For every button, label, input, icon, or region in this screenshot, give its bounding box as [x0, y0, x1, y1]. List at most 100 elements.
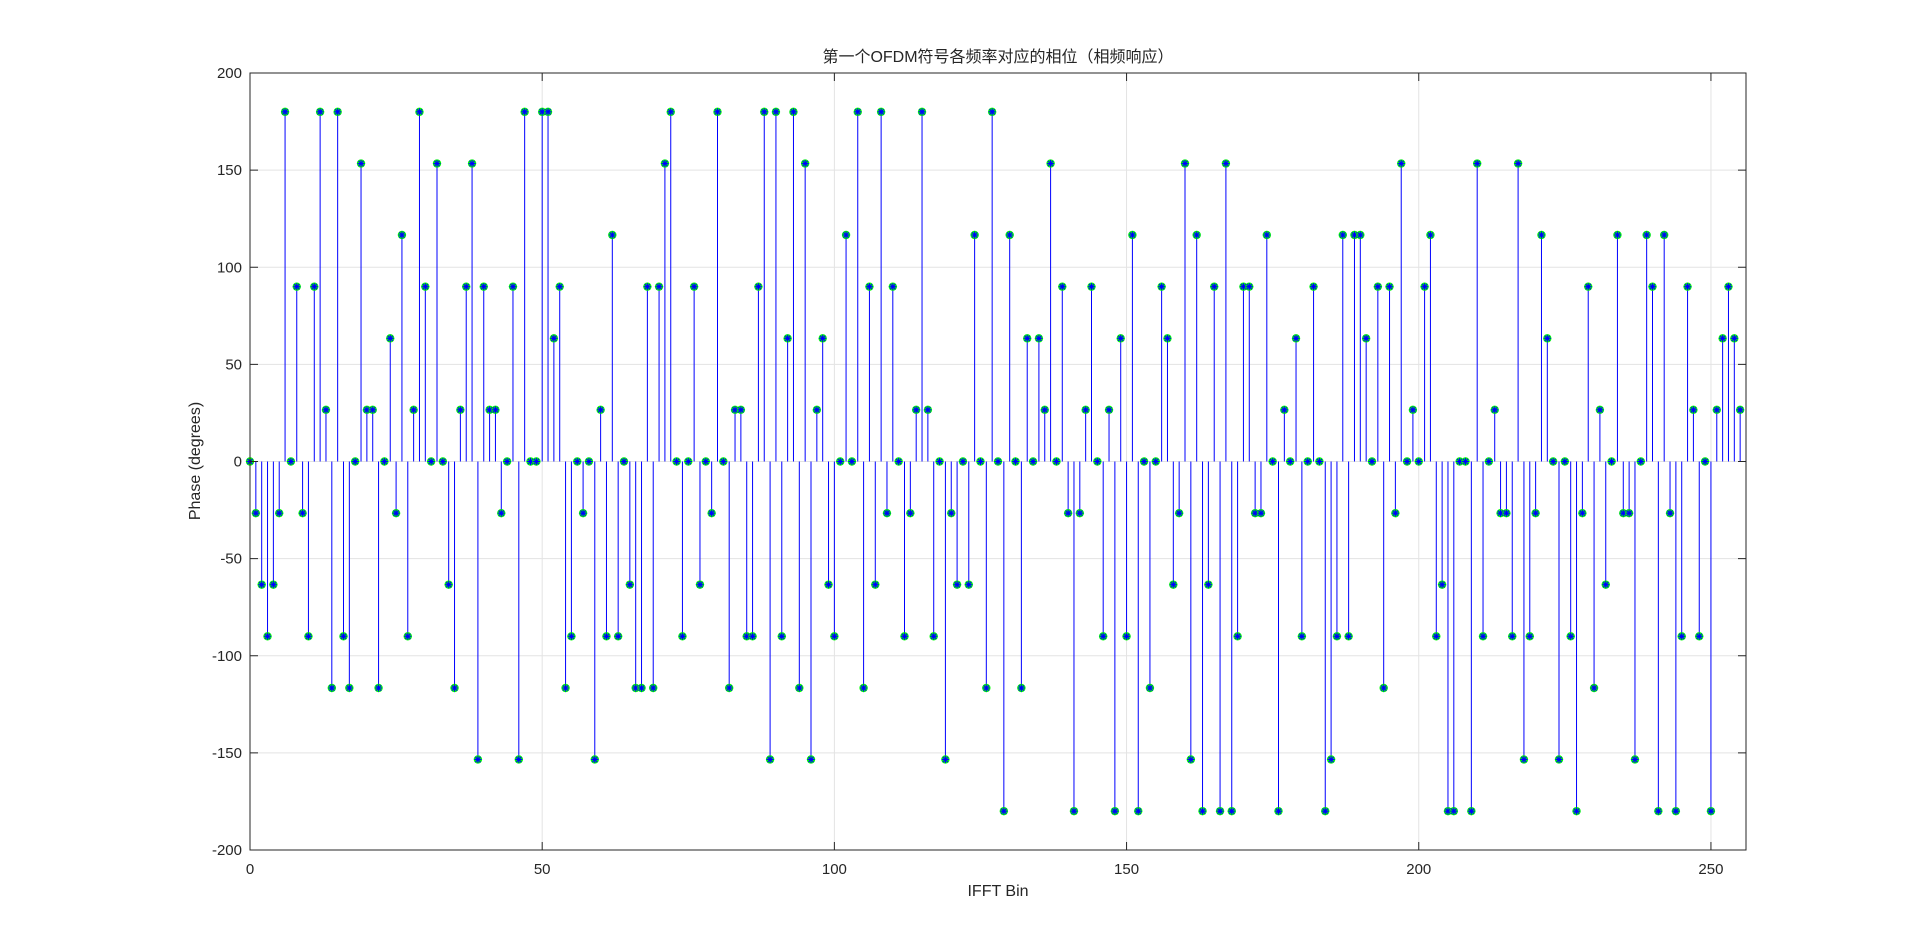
stem-marker [1484, 457, 1494, 466]
stem-marker [1040, 405, 1049, 415]
axis-ticks [249, 72, 1746, 851]
stem-marker [374, 683, 383, 693]
stem-marker [1297, 632, 1307, 641]
x-tick-label: 200 [1406, 861, 1431, 878]
stem-marker [1221, 159, 1231, 168]
stem-marker [269, 580, 278, 589]
stem-marker [1543, 334, 1552, 343]
stem-marker [660, 159, 670, 168]
stem-marker [1677, 632, 1686, 641]
stem-marker [1718, 334, 1727, 343]
stem-marker [1461, 457, 1470, 466]
stem-marker [1560, 457, 1570, 466]
stem-marker [1157, 282, 1166, 291]
stem-marker [713, 107, 722, 117]
stem-marker [1233, 632, 1242, 641]
stem-marker [1268, 457, 1277, 466]
stem-marker [672, 457, 681, 466]
stem-marker [1490, 405, 1499, 415]
stem-marker [789, 107, 798, 117]
stem-marker [1443, 806, 1453, 816]
stem-marker [596, 405, 605, 415]
stem-marker [1513, 159, 1523, 168]
stem-marker [467, 159, 477, 168]
stem-marker [1379, 683, 1388, 693]
stem-marker [1350, 230, 1359, 240]
x-tick-label: 250 [1698, 861, 1723, 878]
stem-marker [1361, 334, 1371, 343]
stem-marker [1326, 755, 1336, 764]
stem-marker [1432, 632, 1441, 641]
stem-marker [1321, 806, 1330, 816]
y-tick-label: -150 [212, 745, 242, 762]
stem-marker [806, 755, 816, 764]
stem-marker [1250, 508, 1260, 518]
stem-marker [479, 282, 488, 291]
stem-marker [514, 755, 524, 764]
stem-marker [906, 508, 915, 518]
stem-marker [1151, 457, 1160, 466]
stem-marker [911, 405, 921, 415]
stem-marker [1735, 405, 1745, 415]
stem-marker [695, 580, 705, 589]
stem-marker [1280, 405, 1289, 415]
stem-marker [701, 457, 711, 466]
stem-marker [1683, 282, 1692, 291]
stem-marker [456, 405, 465, 415]
stem-marker [1122, 632, 1131, 641]
stem-marker [310, 282, 319, 291]
stem-marker [649, 683, 658, 693]
stem-marker [1449, 806, 1459, 816]
stem-marker [602, 632, 611, 641]
grid-lines [250, 73, 1746, 850]
stem-marker [1285, 457, 1295, 466]
stem-marker [590, 755, 599, 764]
stem-marker [800, 159, 810, 168]
stem-marker [409, 405, 418, 415]
stem-marker [847, 457, 857, 466]
stem-marker [1303, 457, 1312, 466]
stem-marker [619, 457, 629, 466]
stem-marker [1011, 457, 1020, 466]
stem-marker [1134, 806, 1143, 816]
stem-marker [1204, 580, 1213, 589]
stem-marker [824, 580, 833, 589]
stem-marker [1467, 806, 1476, 816]
stem-marker [1607, 457, 1616, 466]
y-tick-label: 50 [225, 356, 242, 373]
stem-marker [1537, 230, 1546, 240]
stem-marker [771, 107, 781, 117]
stem-marker [1689, 405, 1698, 415]
stem-marker [608, 230, 617, 240]
stem-marker [1455, 457, 1464, 466]
stem-marker [1671, 806, 1681, 816]
stem-marker [923, 405, 933, 415]
stem-marker [1478, 632, 1488, 641]
stem-marker [958, 457, 968, 466]
x-tick-label: 0 [246, 861, 254, 878]
stem-marker [1309, 282, 1318, 291]
stem-marker [736, 405, 746, 415]
stem-marker [1695, 632, 1704, 641]
stem-marker [812, 405, 822, 415]
stem-marker [368, 405, 377, 415]
stem-marker [999, 806, 1009, 816]
stem-marker [298, 508, 307, 518]
stem-marker [415, 107, 424, 117]
stem-marker [555, 282, 564, 291]
stem-marker [1613, 230, 1622, 240]
stem-marker [1145, 683, 1155, 693]
stem-marker [1028, 457, 1038, 466]
stem-marker [754, 282, 763, 291]
stem-marker [1654, 806, 1663, 816]
stem-marker [485, 405, 494, 415]
stem-marker [952, 580, 962, 589]
y-tick-label: 100 [217, 259, 242, 276]
stem-marker [841, 230, 851, 240]
stem-marker [1210, 282, 1219, 291]
stem-marker [1373, 282, 1383, 291]
stem-marker [491, 405, 500, 415]
stem-marker [742, 632, 751, 641]
stem-marker [894, 457, 903, 466]
